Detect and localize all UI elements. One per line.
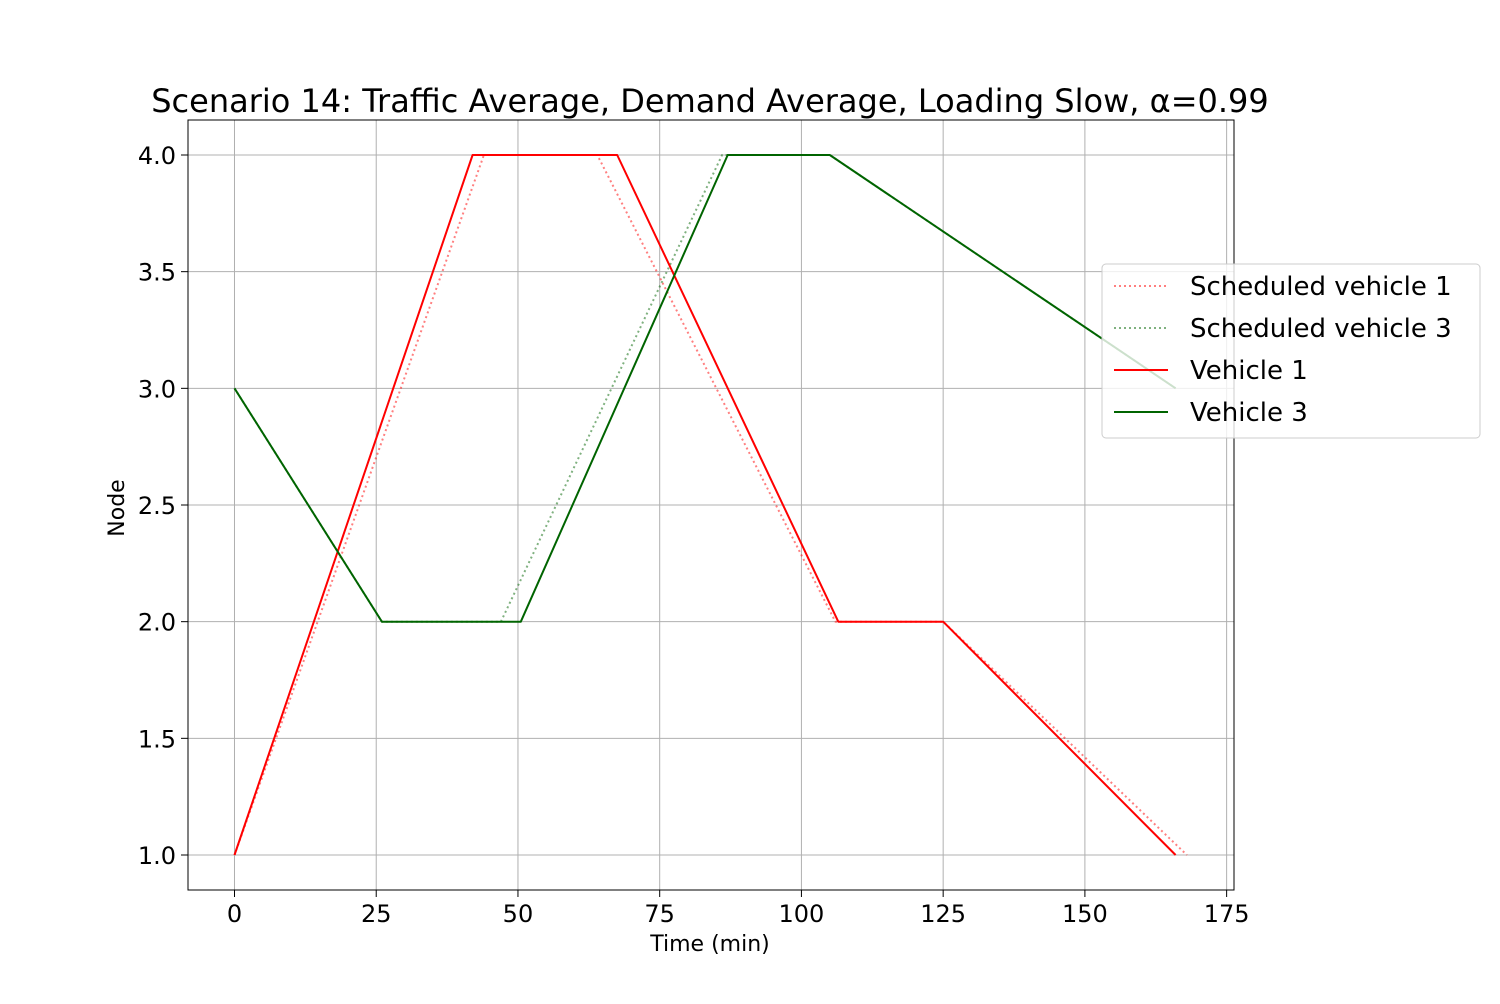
legend-label: Scheduled vehicle 1 bbox=[1190, 272, 1452, 302]
y-tick-label: 4.0 bbox=[138, 142, 176, 170]
y-tick-label: 3.5 bbox=[138, 259, 176, 287]
legend: Scheduled vehicle 1 Scheduled vehicle 3 Ve… bbox=[1101, 263, 1481, 439]
x-axis-label: Time (min) bbox=[649, 932, 770, 957]
y-axis-label: Node bbox=[105, 479, 130, 536]
y-tick-label: 1.5 bbox=[138, 725, 176, 753]
legend-box bbox=[1101, 263, 1481, 439]
x-tick-label: 0 bbox=[227, 900, 242, 928]
x-tick-label: 75 bbox=[644, 900, 675, 928]
series-line-vehicle-3 bbox=[233, 154, 1177, 623]
legend-item: Vehicle 3 bbox=[1114, 398, 1308, 428]
x-tick-label: 125 bbox=[920, 900, 966, 928]
grid bbox=[188, 120, 1234, 890]
legend-item: Scheduled vehicle 3 bbox=[1114, 314, 1452, 344]
legend-label: Scheduled vehicle 3 bbox=[1190, 314, 1452, 344]
legend-item: Vehicle 1 bbox=[1114, 356, 1308, 386]
legend-label: Vehicle 1 bbox=[1190, 356, 1308, 386]
legend-label: Vehicle 3 bbox=[1190, 398, 1308, 428]
y-tick-label: 2.0 bbox=[138, 609, 176, 637]
plot-lines bbox=[233, 154, 1188, 856]
y-tick-label: 3.0 bbox=[138, 375, 176, 403]
chart-title: Scenario 14: Traffic Average, Demand Ave… bbox=[151, 82, 1269, 120]
x-tick-label: 150 bbox=[1062, 900, 1108, 928]
legend-item: Scheduled vehicle 1 bbox=[1114, 272, 1452, 302]
y-tick-label: 1.0 bbox=[138, 842, 176, 870]
axis-ticks: 0 25 50 75 100 125 150 175 1.0 1.5 2.0 2.5 3.0 3.5 4.0 bbox=[138, 142, 1250, 928]
y-tick-label: 2.5 bbox=[138, 492, 176, 520]
x-tick-label: 50 bbox=[503, 900, 534, 928]
x-tick-label: 100 bbox=[779, 900, 825, 928]
x-tick-label: 175 bbox=[1204, 900, 1250, 928]
x-tick-label: 25 bbox=[361, 900, 392, 928]
series-line-vehicle-1 bbox=[233, 154, 1177, 856]
